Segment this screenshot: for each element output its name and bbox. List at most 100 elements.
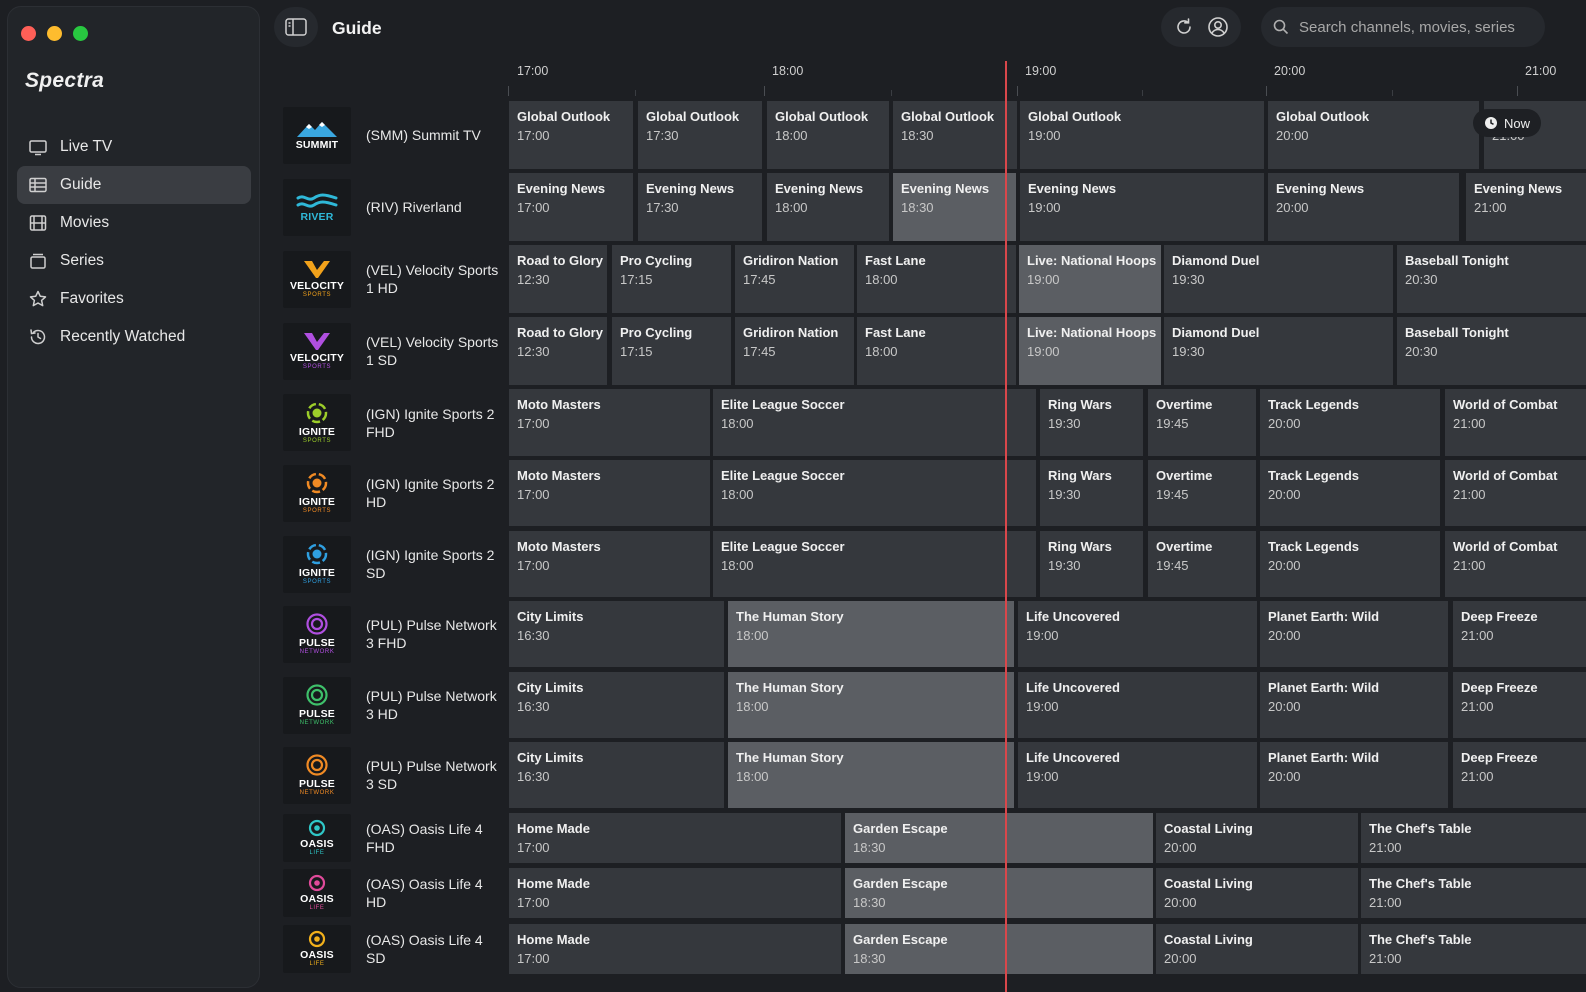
- channel-info[interactable]: IGNITE SPORTS (IGN) Ignite Sports 2 HD: [283, 460, 505, 526]
- program-cell[interactable]: Life Uncovered 19:00: [1018, 742, 1257, 808]
- program-cell[interactable]: World of Combat 21:00: [1445, 531, 1586, 597]
- program-cell[interactable]: Ring Wars 19:30: [1040, 460, 1143, 526]
- program-cell[interactable]: Evening News 17:00: [509, 173, 633, 241]
- program-cell[interactable]: City Limits 16:30: [509, 601, 724, 667]
- program-cell[interactable]: Live: National Hoops 19:00: [1019, 245, 1161, 313]
- program-cell[interactable]: Evening News 18:30: [893, 173, 1016, 241]
- channel-info[interactable]: VELOCITY SPORTS (VEL) Velocity Sports 1 HD: [283, 245, 505, 313]
- program-cell[interactable]: Evening News 17:30: [638, 173, 762, 241]
- search-input[interactable]: [1297, 17, 1541, 37]
- program-cell[interactable]: Deep Freeze 21:00: [1453, 601, 1586, 667]
- sidebar-item-movies[interactable]: Movies: [17, 204, 251, 242]
- sidebar-item-favorites[interactable]: Favorites: [17, 280, 251, 318]
- program-cell[interactable]: Coastal Living 20:00: [1156, 868, 1358, 918]
- channel-info[interactable]: OASIS LIFE (OAS) Oasis Life 4 FHD: [283, 813, 505, 863]
- program-cell[interactable]: Elite League Soccer 18:00: [713, 460, 1036, 526]
- program-cell[interactable]: Garden Escape 18:30: [845, 924, 1153, 974]
- program-cell[interactable]: Coastal Living 20:00: [1156, 813, 1358, 863]
- channel-info[interactable]: VELOCITY SPORTS (VEL) Velocity Sports 1 SD: [283, 317, 505, 385]
- sidebar-item-live-tv[interactable]: Live TV: [17, 128, 251, 166]
- program-cell[interactable]: Global Outlook 18:30: [893, 101, 1017, 169]
- program-cell[interactable]: Global Outlook 18:00: [767, 101, 889, 169]
- program-cell[interactable]: The Human Story 18:00: [728, 742, 1014, 808]
- program-cell[interactable]: Deep Freeze 21:00: [1453, 672, 1586, 738]
- program-cell[interactable]: Moto Masters 17:00: [509, 389, 710, 456]
- program-cell[interactable]: Evening News 18:00: [767, 173, 889, 241]
- program-cell[interactable]: Global Outlook 20:00: [1268, 101, 1479, 169]
- program-cell[interactable]: Track Legends 20:00: [1260, 531, 1440, 597]
- program-cell[interactable]: Live: National Hoops 19:00: [1019, 317, 1161, 385]
- program-cell[interactable]: Planet Earth: Wild 20:00: [1260, 742, 1448, 808]
- program-cell[interactable]: Fast Lane 18:00: [857, 317, 1016, 385]
- program-cell[interactable]: Moto Masters 17:00: [509, 531, 710, 597]
- program-cell[interactable]: The Chef's Table 21:00: [1361, 868, 1586, 918]
- refresh-icon[interactable]: [1174, 17, 1194, 37]
- program-cell[interactable]: Diamond Duel 19:30: [1164, 317, 1393, 385]
- program-cell[interactable]: Ring Wars 19:30: [1040, 389, 1143, 456]
- channel-info[interactable]: IGNITE SPORTS (IGN) Ignite Sports 2 FHD: [283, 389, 505, 456]
- program-cell[interactable]: Pro Cycling 17:15: [612, 245, 731, 313]
- program-cell[interactable]: Planet Earth: Wild 20:00: [1260, 672, 1448, 738]
- program-cell[interactable]: Road to Glory 12:30: [509, 245, 607, 313]
- program-cell[interactable]: Global Outlook 17:00: [509, 101, 633, 169]
- program-cell[interactable]: Home Made 17:00: [509, 868, 841, 918]
- program-cell[interactable]: Evening News 20:00: [1268, 173, 1459, 241]
- program-cell[interactable]: Home Made 17:00: [509, 924, 841, 974]
- program-cell[interactable]: Moto Masters 17:00: [509, 460, 710, 526]
- program-cell[interactable]: Elite League Soccer 18:00: [713, 389, 1036, 456]
- sidebar-item-recently-watched[interactable]: Recently Watched: [17, 318, 251, 356]
- program-cell[interactable]: Ring Wars 19:30: [1040, 531, 1143, 597]
- program-cell[interactable]: The Human Story 18:00: [728, 672, 1014, 738]
- channel-info[interactable]: OASIS LIFE (OAS) Oasis Life 4 SD: [283, 924, 505, 974]
- channel-info[interactable]: PULSE NETWORK (PUL) Pulse Network 3 HD: [283, 672, 505, 738]
- channel-info[interactable]: PULSE NETWORK (PUL) Pulse Network 3 SD: [283, 742, 505, 808]
- program-cell[interactable]: Evening News 21:00: [1466, 173, 1586, 241]
- channel-info[interactable]: PULSE NETWORK (PUL) Pulse Network 3 FHD: [283, 601, 505, 667]
- program-cell[interactable]: World of Combat 21:00: [1445, 460, 1586, 526]
- program-cell[interactable]: Deep Freeze 21:00: [1453, 742, 1586, 808]
- program-cell[interactable]: The Chef's Table 21:00: [1361, 813, 1586, 863]
- program-cell[interactable]: Track Legends 20:00: [1260, 460, 1440, 526]
- program-cell[interactable]: Pro Cycling 17:15: [612, 317, 731, 385]
- program-cell[interactable]: Global Outlook 17:30: [638, 101, 762, 169]
- channel-info[interactable]: IGNITE SPORTS (IGN) Ignite Sports 2 SD: [283, 531, 505, 597]
- program-cell[interactable]: Coastal Living 20:00: [1156, 924, 1358, 974]
- close-window-button[interactable]: [21, 26, 36, 41]
- program-cell[interactable]: Gridiron Nation 17:45: [735, 245, 854, 313]
- program-cell[interactable]: Garden Escape 18:30: [845, 868, 1153, 918]
- program-cell[interactable]: Planet Earth: Wild 20:00: [1260, 601, 1448, 667]
- sidebar-toggle-button[interactable]: [274, 7, 318, 47]
- program-cell[interactable]: Overtime 19:45: [1148, 389, 1256, 456]
- program-cell[interactable]: Evening News 19:00: [1020, 173, 1264, 241]
- program-cell[interactable]: Fast Lane 18:00: [857, 245, 1016, 313]
- program-cell[interactable]: Baseball Tonight 20:30: [1397, 317, 1586, 385]
- sidebar-item-series[interactable]: Series: [17, 242, 251, 280]
- jump-to-now-button[interactable]: Now: [1473, 109, 1541, 137]
- account-icon[interactable]: [1207, 16, 1229, 38]
- sidebar-item-guide[interactable]: Guide: [17, 166, 251, 204]
- program-cell[interactable]: Overtime 19:45: [1148, 531, 1256, 597]
- program-cell[interactable]: City Limits 16:30: [509, 742, 724, 808]
- program-cell[interactable]: Diamond Duel 19:30: [1164, 245, 1393, 313]
- channel-name: (OAS) Oasis Life 4 HD: [366, 876, 483, 910]
- program-cell[interactable]: Garden Escape 18:30: [845, 813, 1153, 863]
- program-cell[interactable]: World of Combat 21:00: [1445, 389, 1586, 456]
- program-cell[interactable]: Home Made 17:00: [509, 813, 841, 863]
- program-cell[interactable]: Gridiron Nation 17:45: [735, 317, 854, 385]
- program-cell[interactable]: City Limits 16:30: [509, 672, 724, 738]
- program-cell[interactable]: Elite League Soccer 18:00: [713, 531, 1036, 597]
- channel-info[interactable]: SUMMIT (SMM) Summit TV: [283, 101, 505, 169]
- program-cell[interactable]: Track Legends 20:00: [1260, 389, 1440, 456]
- channel-info[interactable]: RIVER (RIV) Riverland: [283, 173, 505, 241]
- channel-info[interactable]: OASIS LIFE (OAS) Oasis Life 4 HD: [283, 868, 505, 918]
- program-cell[interactable]: The Chef's Table 21:00: [1361, 924, 1586, 974]
- program-cell[interactable]: The Human Story 18:00: [728, 601, 1014, 667]
- minimize-window-button[interactable]: [47, 26, 62, 41]
- zoom-window-button[interactable]: [73, 26, 88, 41]
- program-cell[interactable]: Overtime 19:45: [1148, 460, 1256, 526]
- program-cell[interactable]: Life Uncovered 19:00: [1018, 672, 1257, 738]
- program-cell[interactable]: Global Outlook 19:00: [1020, 101, 1264, 169]
- program-cell[interactable]: Road to Glory 12:30: [509, 317, 607, 385]
- program-cell[interactable]: Life Uncovered 19:00: [1018, 601, 1257, 667]
- program-cell[interactable]: Baseball Tonight 20:30: [1397, 245, 1586, 313]
